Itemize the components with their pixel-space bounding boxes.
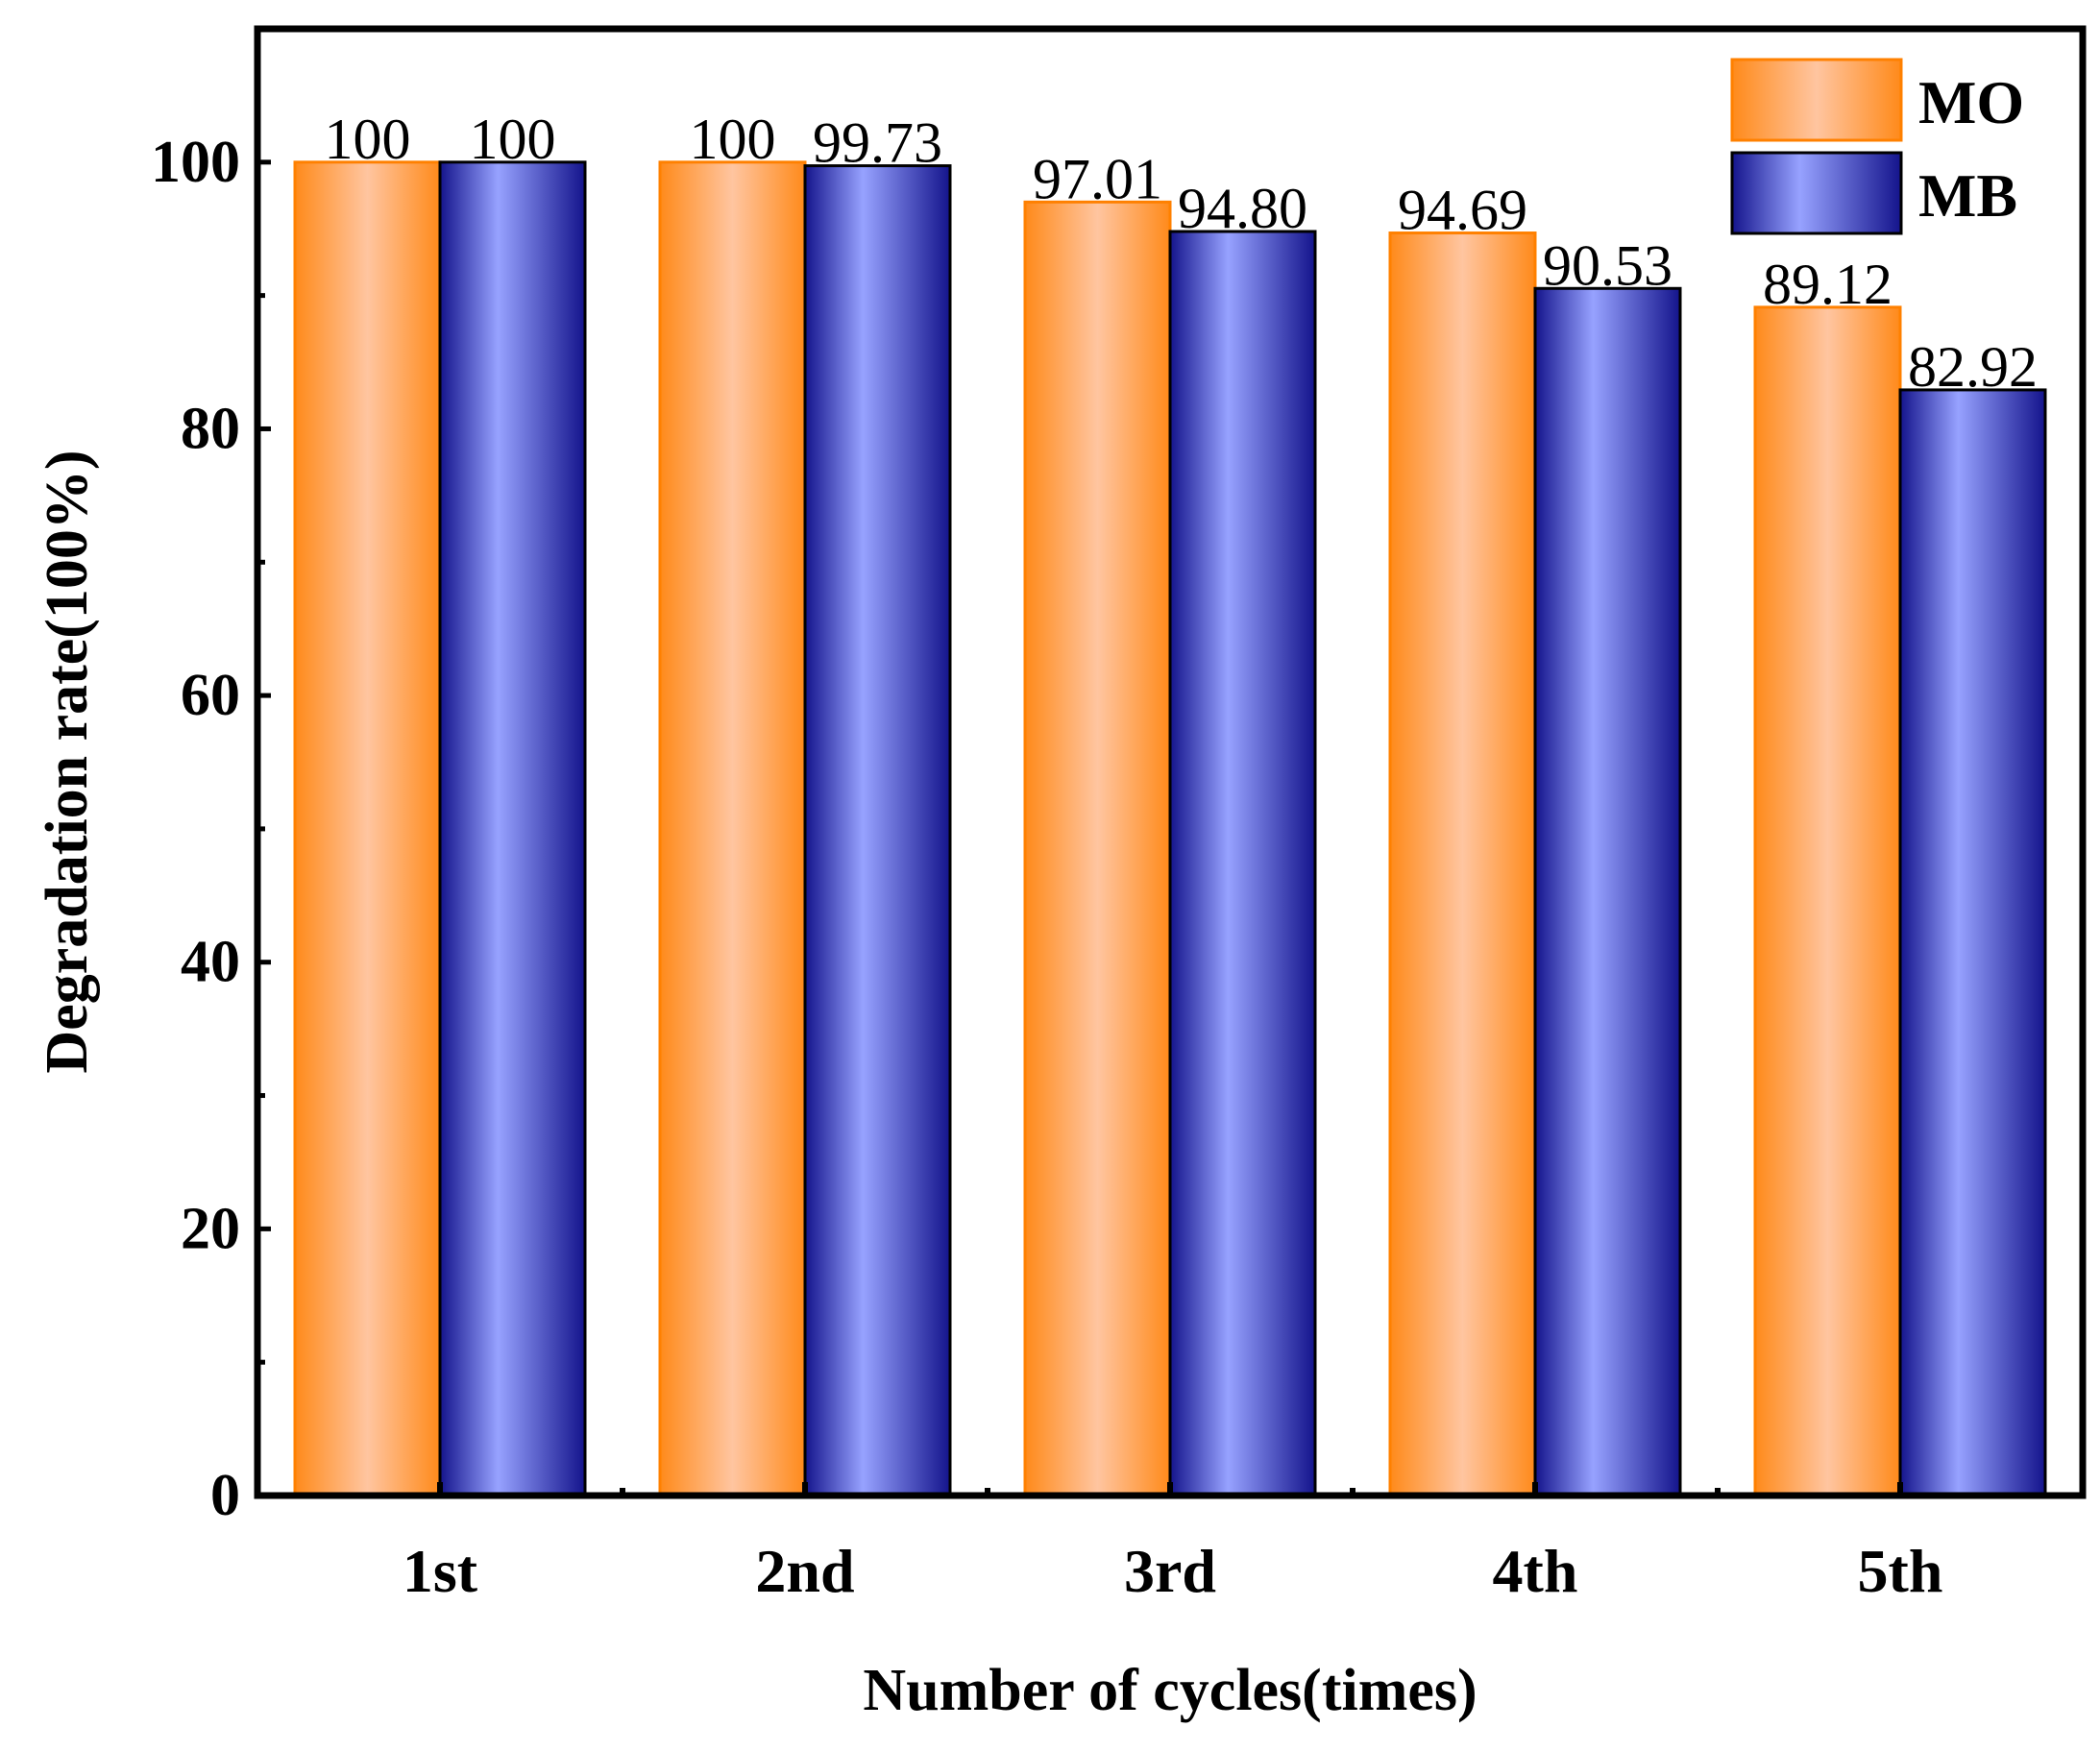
- x-tick-label-4th: 4th: [1493, 1537, 1578, 1605]
- x-tick-label-1st: 1st: [403, 1537, 478, 1605]
- bar-mb-1st: [438, 160, 587, 1497]
- legend-label-mb: MB: [1918, 161, 2017, 230]
- x-tick-label-3rd: 3rd: [1124, 1537, 1216, 1605]
- y-tick-label: 40: [181, 930, 240, 995]
- y-tick-label: 80: [181, 396, 240, 461]
- data-label-mo-1st: 100: [325, 108, 411, 171]
- y-tick-label: 20: [181, 1196, 240, 1261]
- bar-mo-1st: [293, 160, 442, 1497]
- y-axis: 0 20 40 60 80 100: [151, 130, 271, 1528]
- bar-mb-2nd: [803, 164, 952, 1497]
- bar-mb-5th: [1898, 388, 2047, 1497]
- y-tick-label: 100: [151, 130, 240, 195]
- legend: MO MB: [1730, 58, 2024, 235]
- bar-mb-3rd: [1168, 230, 1317, 1497]
- data-label-mo-3rd: 97.01: [1033, 147, 1162, 210]
- data-label-mo-2nd: 100: [690, 108, 776, 171]
- y-tick-label: 0: [210, 1463, 240, 1528]
- data-label-mb-3rd: 94.80: [1178, 177, 1307, 240]
- data-labels-layer: 100 100 100 99.73 97.01 94.80 94.69 90.53 89.12 8…: [325, 108, 2039, 399]
- data-label-mb-5th: 82.92: [1908, 335, 2038, 399]
- x-axis: 1st 2nd 3rd 4th 5th: [403, 1482, 1943, 1605]
- y-tick-label: 60: [181, 663, 240, 728]
- bar-mo-5th: [1753, 305, 1902, 1497]
- x-tick-label-5th: 5th: [1858, 1537, 1943, 1605]
- legend-label-mo: MO: [1918, 68, 2024, 136]
- bar-mo-3rd: [1023, 200, 1172, 1497]
- data-label-mb-4th: 90.53: [1543, 233, 1673, 297]
- bar-mo-4th: [1388, 231, 1537, 1497]
- data-label-mb-1st: 100: [470, 108, 556, 171]
- data-label-mo-5th: 89.12: [1763, 253, 1892, 316]
- x-axis-label: Number of cycles(times): [863, 1658, 1477, 1723]
- bars-layer: [293, 160, 2047, 1497]
- bar-mb-4th: [1533, 286, 1682, 1497]
- bar-mo-2nd: [658, 160, 807, 1497]
- legend-swatch-mb: [1730, 151, 1903, 235]
- x-tick-label-2nd: 2nd: [755, 1537, 854, 1605]
- data-label-mo-4th: 94.69: [1398, 179, 1527, 242]
- data-label-mb-2nd: 99.73: [813, 111, 942, 175]
- y-axis-label: Degradation rate(100%): [35, 450, 100, 1073]
- legend-swatch-mo: [1730, 58, 1903, 142]
